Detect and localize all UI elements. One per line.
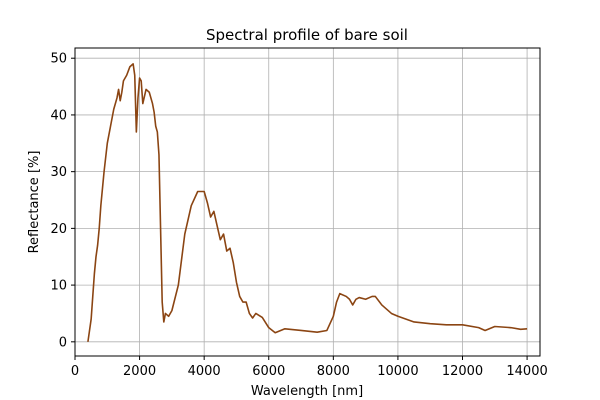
x-tick-label: 12000 — [442, 364, 483, 379]
y-tick-label: 10 — [50, 279, 67, 294]
grid — [74, 48, 540, 356]
x-tick-label: 0 — [71, 364, 79, 379]
x-axis-label: Wavelength [nm] — [251, 384, 363, 399]
x-tick-label: 6000 — [252, 364, 285, 379]
y-tick-label: 40 — [50, 108, 67, 123]
x-tick-label: 10000 — [377, 364, 418, 379]
chart-title: Spectral profile of bare soil — [206, 26, 408, 44]
x-tick-label: 8000 — [317, 364, 350, 379]
x-tick-label: 14000 — [506, 364, 547, 379]
y-tick-label: 20 — [50, 222, 67, 237]
x-tick-label: 4000 — [188, 364, 221, 379]
x-tick-label: 2000 — [123, 364, 156, 379]
y-tick-label: 50 — [50, 52, 67, 67]
y-ticks: 0 10 20 30 40 50 — [50, 52, 75, 350]
series-layer — [87, 63, 528, 342]
y-tick-label: 0 — [59, 335, 67, 350]
y-tick-label: 30 — [50, 165, 67, 180]
plot-frame — [74, 47, 541, 357]
series-line — [87, 63, 528, 342]
y-axis-label: Reflectance [%] — [27, 151, 42, 254]
x-ticks: 0 2000 4000 6000 8000 10000 12000 14000 — [71, 356, 548, 379]
